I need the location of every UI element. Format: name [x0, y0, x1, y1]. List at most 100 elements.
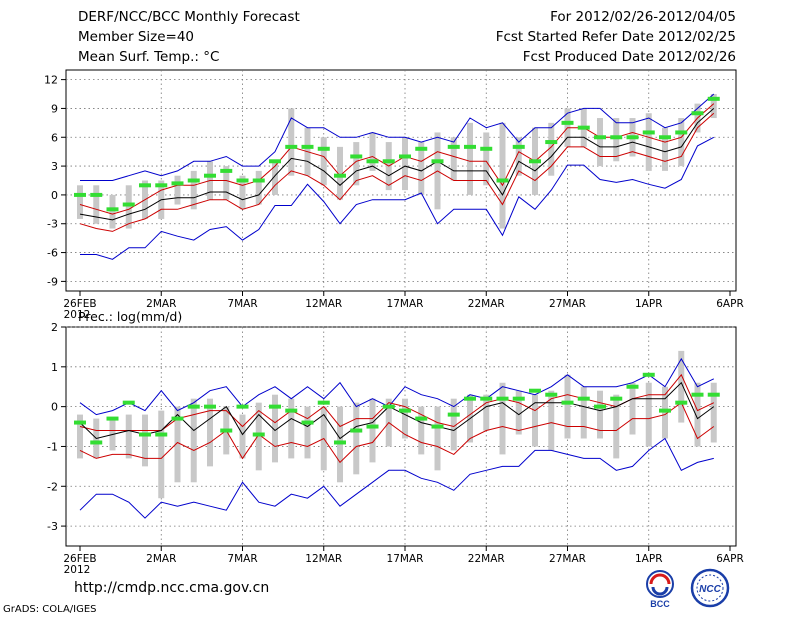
observed-mark: [659, 408, 671, 413]
observed-mark: [236, 178, 249, 183]
x-tick-label: 22MAR: [468, 553, 505, 565]
mean-line: [79, 381, 715, 440]
spread-box: [515, 137, 522, 176]
observed-mark: [610, 396, 623, 401]
min-line: [80, 136, 715, 260]
y-tick-label: 9: [51, 102, 58, 115]
observed-mark: [512, 144, 525, 149]
observed-mark: [155, 432, 168, 437]
spread-box: [304, 406, 311, 459]
observed-mark: [626, 135, 639, 140]
y-tick-label: 12: [44, 74, 58, 87]
spread-box: [629, 382, 636, 435]
max-line: [80, 93, 715, 181]
spread-box: [548, 390, 555, 451]
x-tick-label: 17MAR: [387, 553, 424, 565]
observed-mark: [496, 178, 509, 183]
observed-mark: [529, 388, 541, 393]
observed-mark: [204, 173, 216, 178]
observed-mark: [447, 144, 460, 149]
spread-box: [597, 118, 603, 167]
observed-mark: [350, 428, 363, 433]
ncc-logo-icon: NCC: [690, 568, 730, 608]
spread-box: [288, 108, 295, 176]
observed-mark: [90, 440, 103, 445]
x-tick-label: 17MAR: [387, 298, 424, 310]
observed-mark: [545, 392, 558, 397]
observed-mark: [171, 416, 184, 421]
spread-box: [499, 122, 506, 229]
plot-frame: [65, 69, 737, 292]
x-tick-label: 27MAR: [549, 553, 586, 565]
spread-box: [190, 170, 197, 210]
member-size: Member Size=40: [78, 29, 195, 45]
spread-box: [402, 398, 408, 439]
observed-mark: [301, 420, 314, 425]
observed-mark: [106, 416, 119, 421]
spread-box: [125, 414, 132, 459]
spread-box: [418, 142, 425, 195]
observed-mark: [269, 159, 281, 164]
spread-box: [613, 394, 620, 459]
y-tick-label: 0: [51, 189, 58, 202]
spread-box: [190, 398, 197, 483]
spread-box: [239, 414, 246, 459]
spread-box: [272, 394, 278, 463]
observed-mark: [691, 392, 704, 397]
observed-mark: [220, 428, 233, 433]
observed-mark: [529, 159, 541, 164]
observed-mark: [480, 146, 493, 151]
upper-line: [79, 103, 715, 215]
observed-mark: [139, 432, 151, 437]
observed-mark: [626, 384, 639, 389]
upper-line: [79, 373, 715, 431]
ncc-logo-text: NCC: [699, 584, 721, 595]
spread-box: [532, 394, 538, 447]
spread-box: [645, 382, 652, 447]
spread-box: [499, 382, 506, 455]
source-url[interactable]: http://cmdp.ncc.cma.gov.cn: [74, 580, 270, 596]
observed-mark: [464, 396, 476, 401]
spread-box: [662, 127, 668, 171]
observed-mark: [431, 424, 444, 429]
spread-box: [678, 350, 685, 423]
observed-mark: [204, 404, 216, 409]
observed-mark: [594, 404, 606, 409]
observed-mark: [447, 412, 460, 417]
x-tick-label: 12MAR: [305, 298, 342, 310]
observed-mark: [642, 130, 655, 135]
observed-mark: [269, 404, 281, 409]
spread-box: [353, 142, 360, 186]
spread-box: [548, 122, 555, 176]
y-tick-label: 1: [51, 361, 58, 374]
observed-mark: [220, 168, 233, 173]
header-left: DERF/NCC/BCC Monthly Forecast Member Siz…: [78, 8, 300, 68]
observed-mark: [399, 154, 411, 159]
observed-mark: [675, 400, 688, 405]
spread-box: [158, 410, 165, 499]
observed-mark: [285, 408, 298, 413]
observed-mark: [480, 396, 493, 401]
observed-mark: [301, 144, 314, 149]
x-tick-label: 1APR: [635, 553, 663, 565]
observed-mark: [350, 154, 363, 159]
spread-box: [710, 94, 717, 119]
spread-box: [467, 122, 473, 195]
y-tick-label: -9: [47, 275, 58, 288]
min-line: [79, 437, 714, 519]
spread-box: [402, 137, 408, 191]
observed-mark: [659, 135, 671, 140]
spread-box: [125, 185, 132, 229]
observed-mark: [415, 416, 428, 421]
observed-mark: [317, 400, 330, 405]
forecast-period: For 2012/02/26-2012/04/05: [550, 9, 736, 25]
observed-mark: [317, 146, 330, 151]
observed-mark: [512, 396, 525, 401]
panel-title: Prec.: log(mm/d): [78, 309, 182, 324]
spread-box: [694, 382, 701, 447]
y-tick-label: -2: [47, 480, 58, 493]
x-tick-label: 2MAR: [146, 298, 176, 310]
